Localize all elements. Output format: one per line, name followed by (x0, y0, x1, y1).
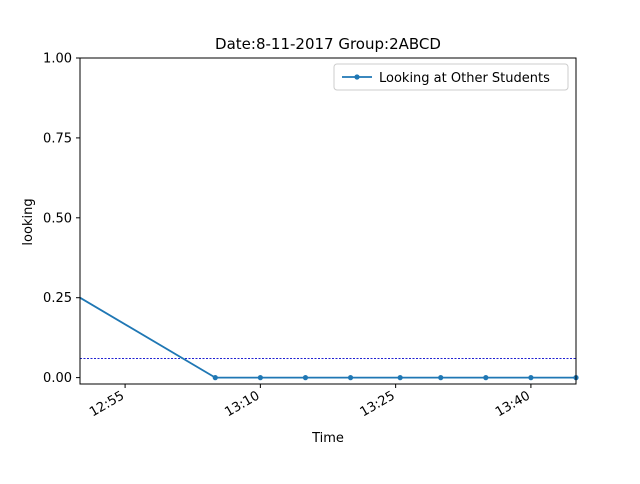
y-tick-label: 0.75 (43, 131, 72, 146)
y-tick-label: 0.00 (43, 371, 72, 386)
data-point (438, 375, 444, 381)
y-tick-label: 0.25 (43, 291, 72, 306)
y-axis-label: looking (21, 198, 36, 245)
plot-frame (79, 57, 577, 385)
data-point (212, 375, 218, 381)
legend-label: Looking at Other Students (379, 71, 550, 86)
chart-title: Date:8-11-2017 Group:2ABCD (215, 35, 441, 53)
legend: Looking at Other Students (333, 63, 569, 91)
legend-box (333, 63, 569, 91)
y-tick-label: 0.50 (43, 211, 72, 226)
data-point (347, 375, 354, 381)
data-point (483, 375, 489, 381)
data-point (397, 375, 403, 381)
legend-marker (354, 74, 360, 80)
data-point (257, 375, 263, 381)
data-point (528, 375, 534, 381)
x-axis-label: Time (311, 431, 344, 446)
series-line (79, 296, 576, 379)
y-tick-label: 1.00 (43, 52, 72, 67)
plot-area (79, 296, 579, 381)
data-point (302, 375, 309, 381)
